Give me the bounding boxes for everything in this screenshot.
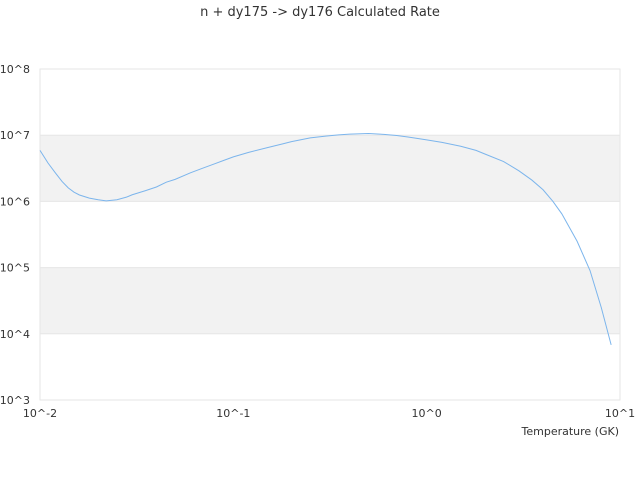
plot-band [40, 267, 620, 334]
plot-area-border [39, 68, 621, 401]
y-tick-label: 10^6 [0, 195, 30, 208]
x-axis-ticks: 10^-2 10^-1 10^0 10^1 [23, 407, 635, 420]
x-axis-label: Temperature (GK) [521, 425, 620, 438]
y-tick-label: 10^7 [0, 129, 30, 142]
chart-title: n + dy175 -> dy176 Calculated Rate [200, 5, 440, 20]
rate-series-line [39, 133, 612, 346]
x-tick-label: 10^0 [412, 407, 442, 420]
x-tick-label: 10^-1 [216, 407, 250, 420]
y-tick-label: 10^4 [0, 328, 30, 341]
y-tick-label: 10^8 [0, 63, 30, 76]
y-axis-ticks: 10^3 10^4 10^5 10^6 10^7 10^8 [0, 63, 30, 407]
x-tick-label: 10^-2 [23, 407, 57, 420]
y-tick-label: 10^3 [0, 394, 30, 407]
x-tick-label: 10^1 [605, 407, 635, 420]
plot-band [40, 135, 620, 202]
gridlines [40, 68, 620, 401]
plot-bands [40, 135, 620, 334]
y-tick-label: 10^5 [0, 262, 30, 275]
